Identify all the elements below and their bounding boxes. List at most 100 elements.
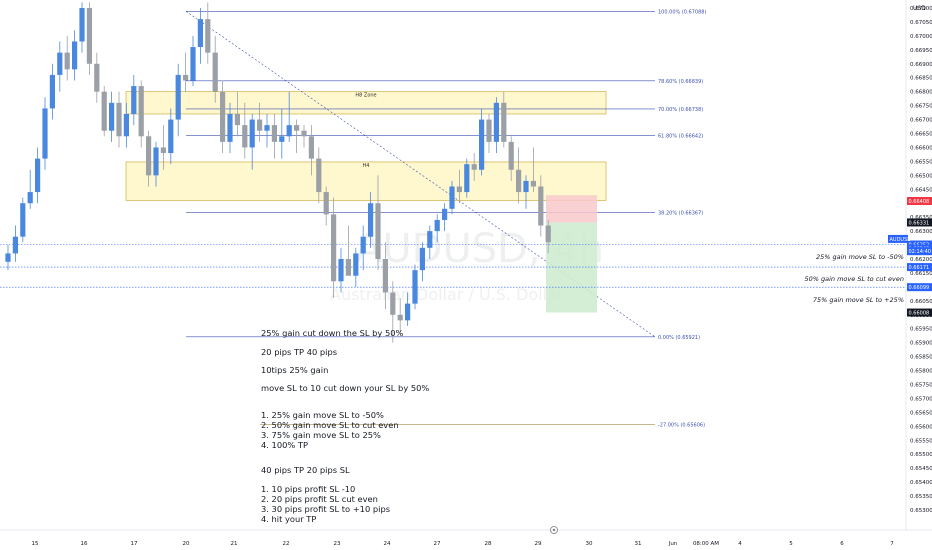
time-tick-label: 24 xyxy=(384,541,391,547)
candle-body xyxy=(138,86,144,137)
supply-zones[interactable]: H8 Zone H4 xyxy=(125,91,607,201)
candle xyxy=(64,35,70,81)
candle xyxy=(338,247,344,293)
note-text-line: 40 pips TP 20 pips SL xyxy=(261,465,350,475)
candle-body xyxy=(360,236,366,254)
price-tick-label: 0.65500 xyxy=(910,452,932,458)
short-position-tool[interactable] xyxy=(546,195,597,313)
candle-body xyxy=(301,130,307,137)
price-tag xyxy=(907,196,932,205)
candle-body xyxy=(427,231,433,248)
price-tag-text: 0.66331 xyxy=(909,220,930,226)
candle-body xyxy=(375,203,381,259)
candle xyxy=(264,113,270,148)
price-tag-text: 0.66408 xyxy=(909,199,930,205)
candle xyxy=(42,97,48,170)
candle-body xyxy=(234,113,240,126)
right-annotation: 50% gain move SL to cut even xyxy=(804,275,904,283)
candle xyxy=(316,147,322,204)
candle-body xyxy=(197,19,203,48)
candle xyxy=(323,186,329,226)
note-text-line: 3. 75% gain move SL to 25% xyxy=(261,430,381,440)
fib-level-label: 0.00% (0.65921) xyxy=(658,335,700,341)
price-tick-label: 0.66450 xyxy=(910,187,932,193)
candle xyxy=(271,113,277,159)
settings-gear-icon[interactable] xyxy=(550,526,558,534)
fib-level-label: 100.00% (0.67088) xyxy=(658,9,706,15)
candle-body xyxy=(79,8,85,42)
candle xyxy=(456,169,462,204)
fibonacci-retracement[interactable]: 100.00% (0.67088) 78.60% (0.66839) 70.00% … xyxy=(185,9,706,429)
zone-label: H4 xyxy=(363,163,370,169)
price-tag xyxy=(907,218,932,227)
candle-body xyxy=(205,19,211,53)
price-tag xyxy=(907,247,932,256)
fib-level-label: 38.20% (0.66367) xyxy=(658,210,703,216)
candle xyxy=(153,141,159,187)
candle-body xyxy=(242,125,248,148)
fib-level-label: 70.00% (0.66738) xyxy=(658,107,703,113)
candle-body xyxy=(57,52,63,75)
candle xyxy=(523,175,529,209)
candle xyxy=(242,102,248,159)
note-text-line: 25% gain cut down the SL by 50% xyxy=(261,328,404,338)
candle xyxy=(72,30,78,81)
candle xyxy=(35,147,41,204)
candle xyxy=(353,247,359,287)
time-tick-label: 7 xyxy=(890,541,894,547)
candle xyxy=(183,52,189,92)
candle xyxy=(20,197,26,243)
price-tick-label: 0.66800 xyxy=(910,90,932,96)
note-text-line: 2. 50% gain move SL to cut even xyxy=(261,420,399,430)
candle xyxy=(538,175,544,237)
candle-body xyxy=(264,125,270,131)
candle xyxy=(308,125,314,176)
price-tick-label: 0.65950 xyxy=(910,327,932,333)
candle xyxy=(412,264,418,310)
candle-body xyxy=(471,164,477,170)
candle xyxy=(331,197,337,299)
candle xyxy=(419,242,425,282)
candle-body xyxy=(390,292,396,315)
price-tick-label: 0.66700 xyxy=(910,118,932,124)
price-tick-label: 0.66300 xyxy=(910,229,932,235)
note-text-line: 2. 20 pips profit SL cut even xyxy=(261,494,378,504)
candle-body xyxy=(123,113,129,137)
candle xyxy=(131,74,137,126)
candle-body xyxy=(35,158,41,193)
candle-body xyxy=(345,259,351,276)
candle xyxy=(138,80,144,148)
right-annotation: 25% gain move SL to -50% xyxy=(816,253,904,261)
price-tick-label: 0.66550 xyxy=(910,159,932,165)
horizontal-lines[interactable] xyxy=(0,244,906,288)
candle xyxy=(368,192,374,248)
price-tick-label: 0.65800 xyxy=(910,369,932,375)
price-tick-label: 0.65850 xyxy=(910,355,932,361)
candle xyxy=(501,91,507,148)
price-tag xyxy=(907,283,932,292)
price-tick-label: 0.65300 xyxy=(910,508,932,514)
fib-level-label: -27.00% (0.65606) xyxy=(658,423,705,429)
time-tick-label: 17 xyxy=(131,541,138,547)
candle-body xyxy=(382,259,388,293)
candle xyxy=(212,35,218,103)
time-tick-label: 4 xyxy=(738,541,742,547)
price-tick-label: 0.66500 xyxy=(910,173,932,179)
candle xyxy=(146,130,152,187)
candle-body xyxy=(168,119,174,154)
candle xyxy=(12,225,18,262)
candle-body xyxy=(220,91,226,142)
candle-body xyxy=(449,186,455,209)
candle-body xyxy=(405,303,411,321)
candle xyxy=(390,281,396,343)
candle-body xyxy=(257,119,263,131)
candle xyxy=(227,102,233,154)
time-tick-label: 27 xyxy=(434,541,441,547)
candle xyxy=(427,225,433,259)
candle xyxy=(257,102,263,142)
time-axis[interactable]: 15 16 17 20 21 22 23 24 27 28 29 30 31 Jun 08:00 AM 4 5 6… xyxy=(0,529,932,547)
price-tick-label: 0.65650 xyxy=(910,410,932,416)
candle-body xyxy=(308,136,314,159)
candle-body xyxy=(353,253,359,276)
